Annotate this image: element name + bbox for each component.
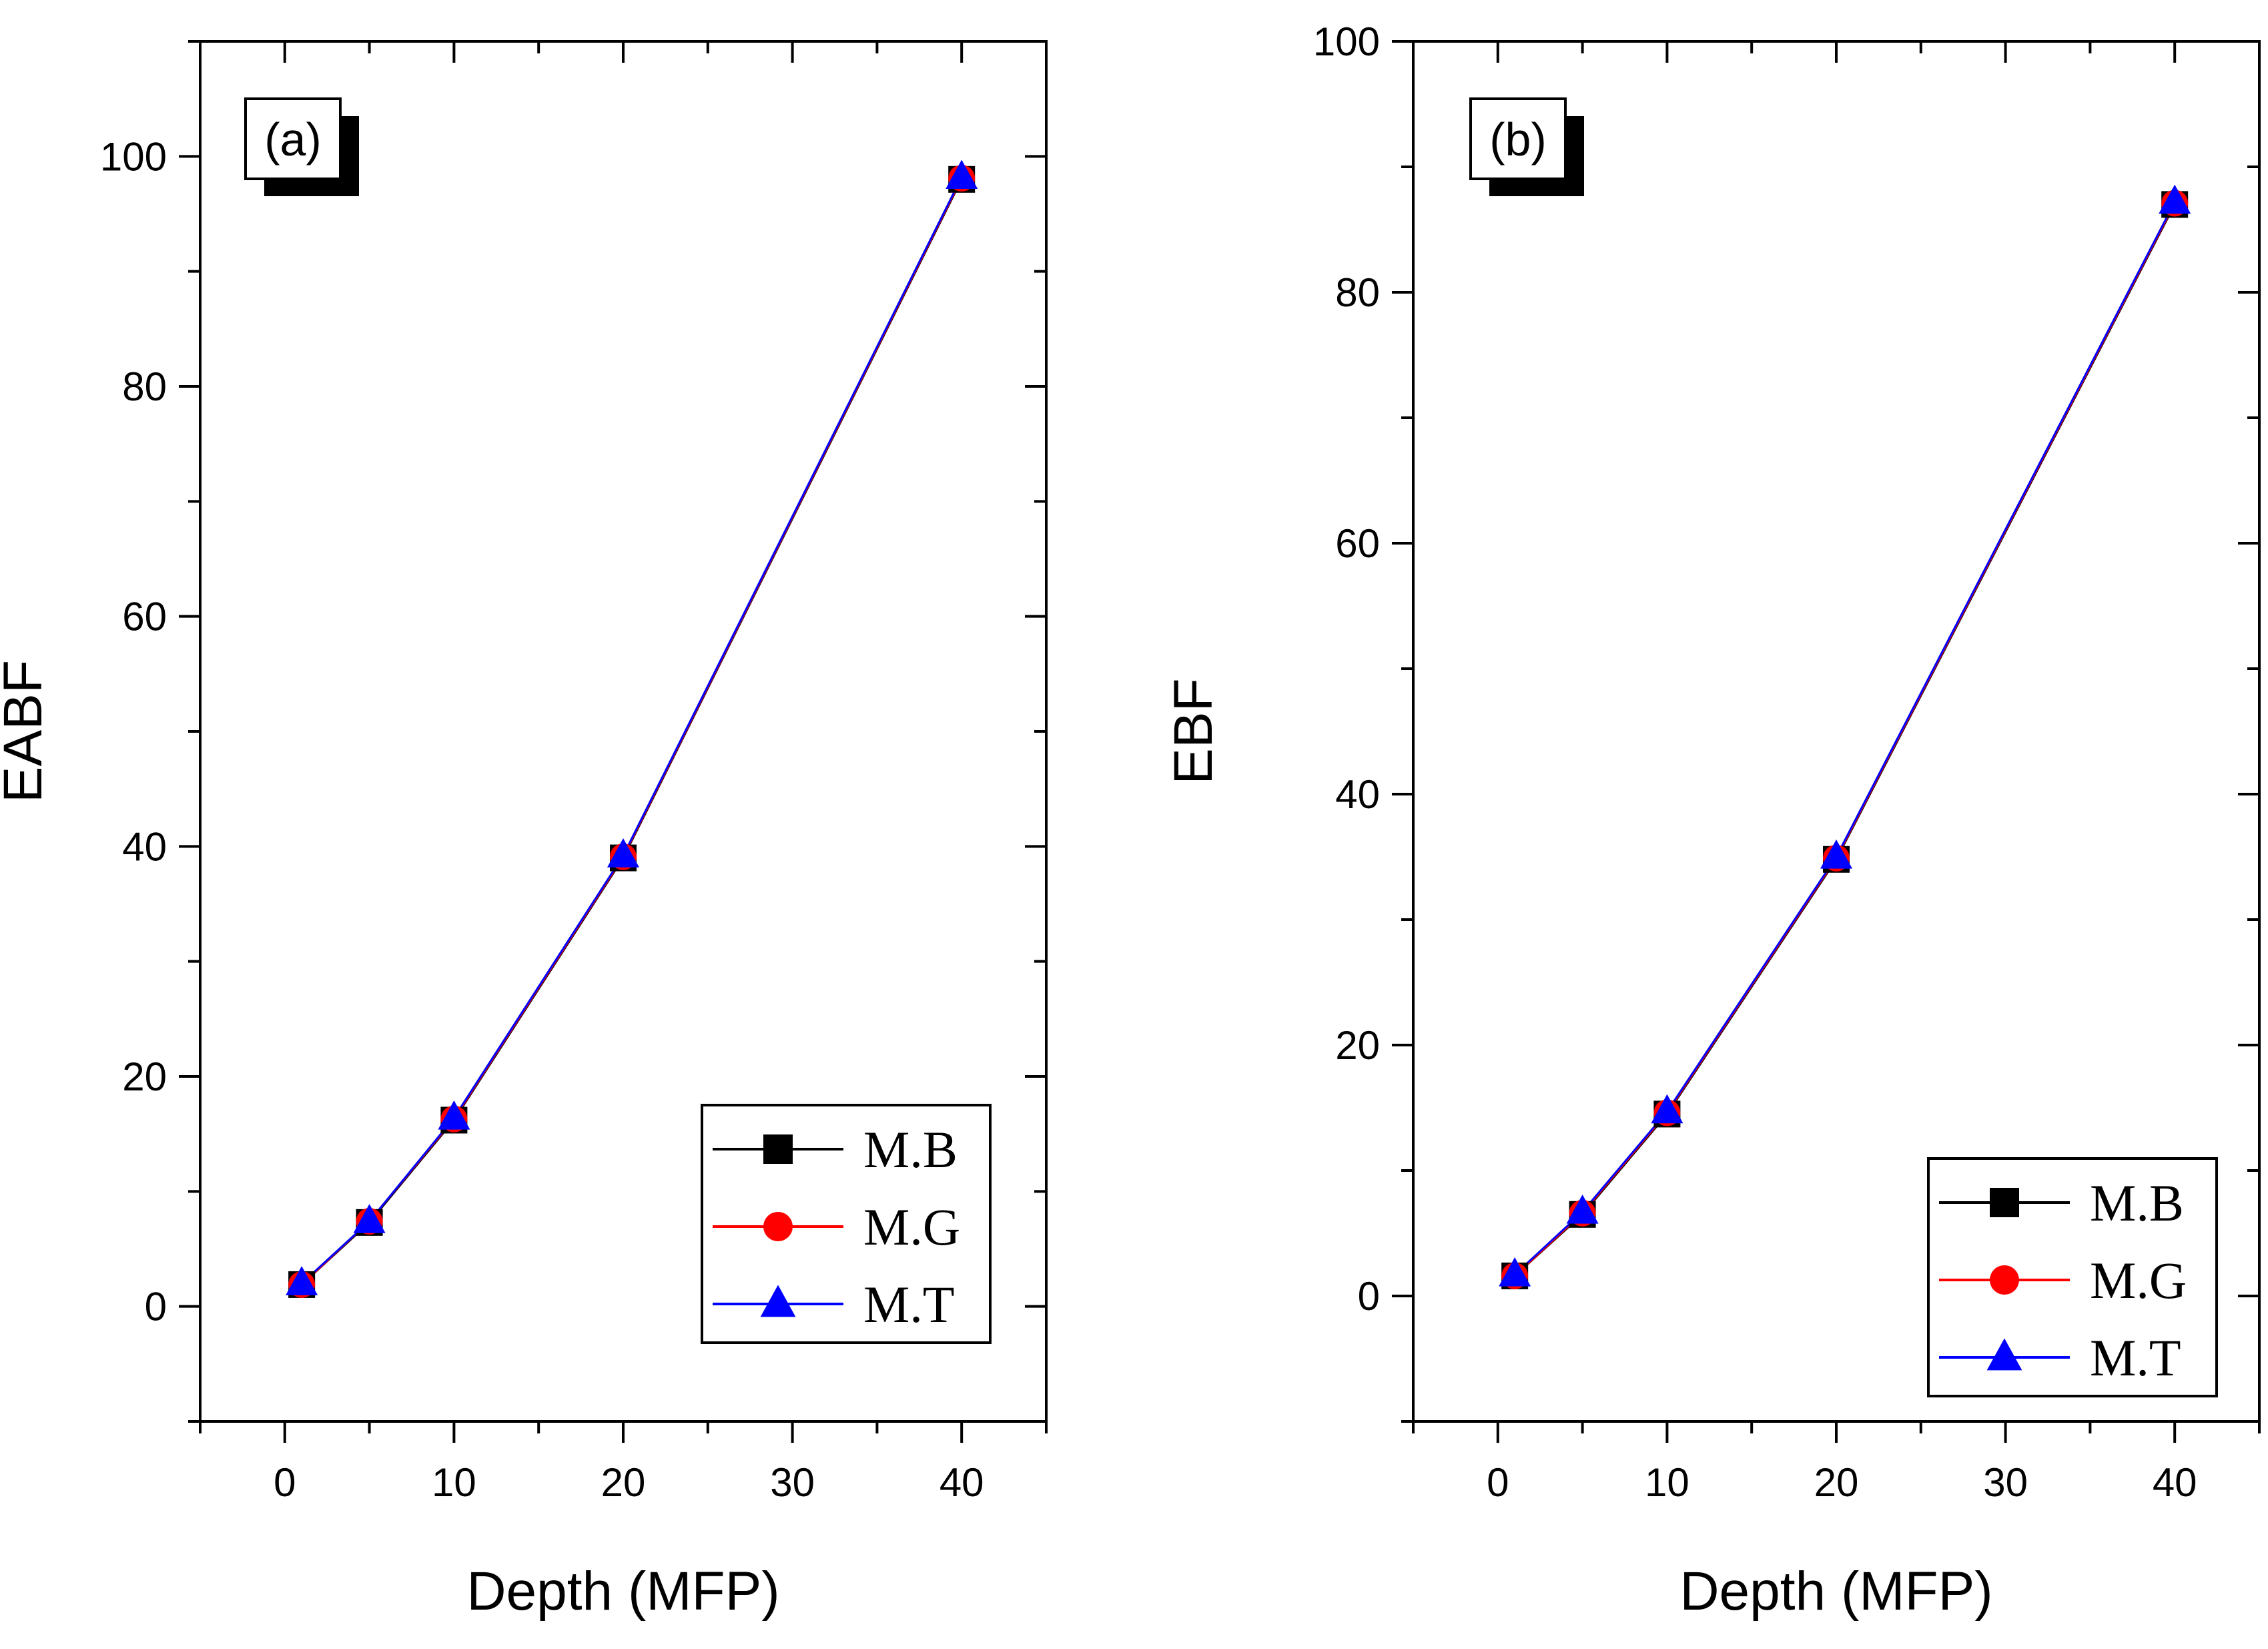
x-tick-label: 20 <box>1814 1460 1859 1505</box>
data-point-mt <box>946 159 978 189</box>
x-tick-label: 40 <box>2153 1460 2197 1505</box>
y-tick-label: 40 <box>122 824 167 869</box>
x-tick-label: 10 <box>432 1460 476 1505</box>
y-tick-label: 80 <box>122 364 167 409</box>
chart-panel-a: 0 10 20 30 40 0 20 40 60 80 100 Depth (MFP) EABF (a) M… <box>0 40 1048 1622</box>
legend-marker-triangle <box>1986 1338 2022 1371</box>
legend-label: M.B <box>863 1120 958 1179</box>
legend-label: M.T <box>863 1275 955 1333</box>
series-line-mt <box>1514 201 2176 1276</box>
panel-label-box <box>244 97 342 180</box>
y-axis-title: EABF <box>0 660 53 803</box>
x-tick-label: 0 <box>1487 1460 1509 1505</box>
legend-item: M.B <box>713 1120 958 1179</box>
y-tick-label: 60 <box>1335 521 1380 566</box>
x-axis-title: Depth (MFP) <box>466 1561 779 1622</box>
legend-item: M.T <box>713 1275 955 1333</box>
legend-label: M.B <box>2090 1174 2184 1232</box>
legend-label: M.G <box>863 1198 960 1256</box>
legend-marker-square <box>763 1134 793 1164</box>
legend: M.B M.G M.T <box>701 1104 992 1344</box>
x-tick-label: 0 <box>274 1460 296 1505</box>
data-point-mt <box>286 1266 318 1295</box>
data-point-mt <box>438 1100 470 1130</box>
legend-item: M.G <box>713 1198 960 1256</box>
legend-marker-square <box>1990 1188 2019 1217</box>
legend-item: M.G <box>1939 1251 2187 1309</box>
x-tick-label: 30 <box>1983 1460 2028 1505</box>
legend-label: M.G <box>2090 1251 2187 1309</box>
data-point-mt <box>1820 839 1852 869</box>
y-tick-label: 100 <box>1313 19 1380 64</box>
series-line-mb <box>1514 204 2176 1277</box>
data-point-mt <box>1651 1094 1683 1124</box>
data-point-mt <box>607 838 639 868</box>
y-tick-label: 0 <box>1358 1274 1380 1319</box>
panel-label: (a) <box>264 113 322 166</box>
y-tick-label: 100 <box>100 134 167 179</box>
data-point-mt <box>1499 1257 1531 1287</box>
y-axis-title: EBF <box>1163 678 1224 784</box>
x-tick-label: 20 <box>601 1460 646 1505</box>
legend-marker-triangle <box>760 1285 796 1317</box>
panel-label-box <box>1469 97 1567 180</box>
series-line-mg <box>1514 202 2176 1277</box>
legend: M.B M.G M.T <box>1927 1157 2218 1397</box>
data-point-mt <box>353 1204 386 1233</box>
x-tick-label: 10 <box>1645 1460 1689 1505</box>
chart-panel-b: 0 10 20 30 40 0 20 40 60 80 100 Depth (MFP) EBF (b) M.… <box>1163 19 2261 1622</box>
y-tick-label: 0 <box>145 1285 167 1329</box>
legend-marker-circle <box>1990 1265 2019 1295</box>
y-tick-label: 20 <box>122 1054 167 1099</box>
x-tick-label: 40 <box>939 1460 984 1505</box>
y-tick-label: 40 <box>1335 772 1380 817</box>
y-tick-label: 20 <box>1335 1023 1380 1068</box>
y-tick-label: 60 <box>122 595 167 639</box>
legend-item: M.B <box>1939 1174 2184 1232</box>
legend-item: M.T <box>1939 1329 2181 1387</box>
legend-marker-circle <box>763 1212 793 1241</box>
data-point-mt <box>1566 1195 1599 1224</box>
panel-label: (b) <box>1489 113 1547 166</box>
x-axis-title: Depth (MFP) <box>1679 1561 1992 1622</box>
y-tick-label: 80 <box>1335 270 1380 315</box>
x-tick-label: 30 <box>770 1460 815 1505</box>
data-point-mt <box>2159 184 2191 214</box>
legend-label: M.T <box>2090 1329 2181 1387</box>
